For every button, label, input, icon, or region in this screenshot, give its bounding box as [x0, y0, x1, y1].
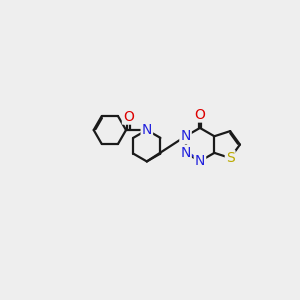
Text: N: N — [195, 154, 205, 168]
Text: N: N — [142, 123, 152, 137]
Text: O: O — [123, 110, 134, 124]
Text: N: N — [180, 129, 191, 143]
Text: S: S — [226, 151, 235, 165]
Text: N: N — [180, 146, 191, 160]
Text: O: O — [194, 107, 206, 122]
